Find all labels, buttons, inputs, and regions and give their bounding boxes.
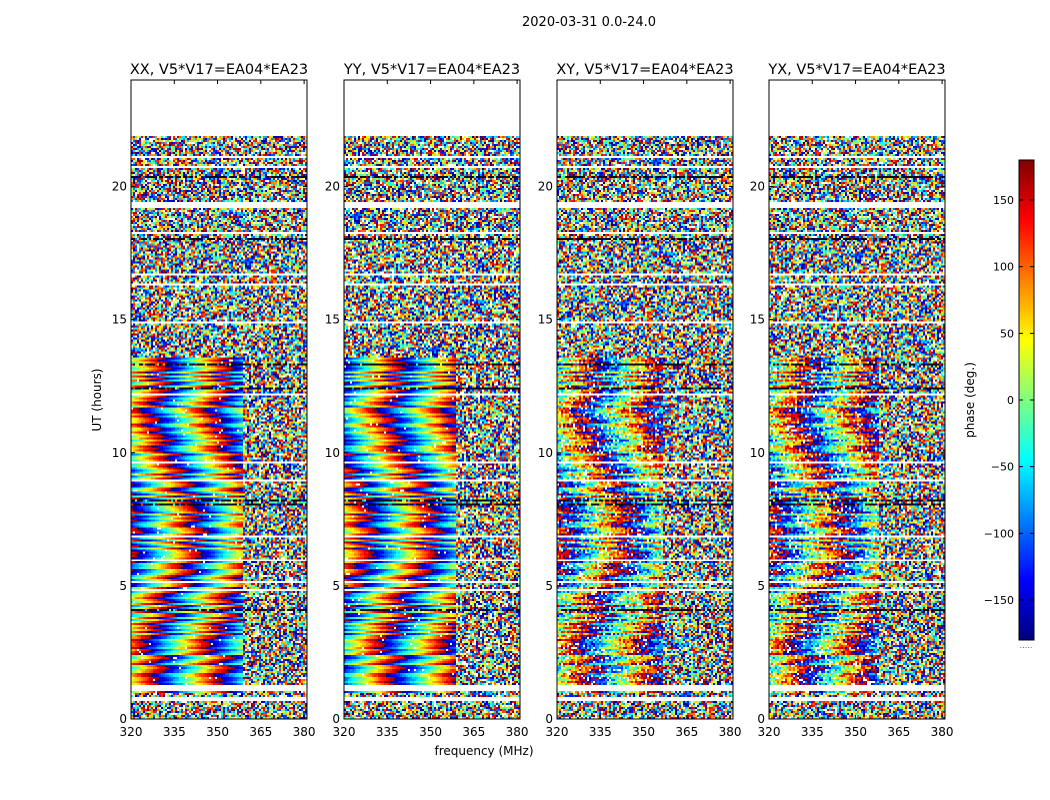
colorbar-ticks: 150 100 50 0 −50 −100 −150 [984,194,1034,607]
heatmap-raster [557,80,733,719]
y-tick-label: 15 [325,313,340,327]
x-tick-label: 380 [506,725,529,739]
y-tick-label: 20 [538,180,553,194]
panel-title: XX, V5*V17=EA04*EA23 [130,62,308,78]
panel-4: YX, V5*V17=EA04*EA23 320 335 350 365 380 0 5 10 1… [750,62,954,739]
x-tick-label: 335 [801,725,824,739]
colorbar-tick-label: 100 [993,261,1014,274]
panel-3: XY, V5*V17=EA04*EA23 320 335 350 365 380 0 5 10 1… [538,62,742,739]
x-tick-label: 380 [931,725,954,739]
y-tick-label: 5 [757,579,765,593]
panel-2: YY, V5*V17=EA04*EA23 320 335 350 365 380 0 5 10 1… [325,62,529,739]
colorbar: 150 100 50 0 −50 −100 −150 phase (deg.) ..... [963,159,1035,650]
y-tick-label: 20 [112,180,127,194]
x-tick-label: 335 [163,725,186,739]
x-tick-label: 320 [120,725,143,739]
heatmap-panels: XX, V5*V17=EA04*EA23 320 335 350 365 380 0 5 10 1… [112,62,954,739]
x-tick-label: 350 [632,725,655,739]
figure-suptitle: 2020-03-31 0.0-24.0 [522,15,656,30]
x-tick-label: 365 [887,725,910,739]
x-tick-label: 365 [675,725,698,739]
y-tick-label: 0 [757,712,765,726]
plot-frame [768,79,946,720]
x-tick-label: 365 [462,725,485,739]
heatmap-raster [769,80,945,719]
colorbar-label: phase (deg.) [963,362,977,438]
y-tick-label: 10 [750,446,765,460]
y-tick-label: 20 [750,180,765,194]
y-tick-label: 5 [332,579,340,593]
plot-frame [343,79,521,720]
y-axis-label: UT (hours) [90,368,104,431]
plot-frame [130,79,308,720]
x-tick-label: 335 [589,725,612,739]
x-tick-label: 335 [376,725,399,739]
x-tick-label: 380 [719,725,742,739]
y-tick-label: 15 [538,313,553,327]
x-tick-label: 350 [419,725,442,739]
x-tick-label: 320 [546,725,569,739]
x-tick-label: 350 [206,725,229,739]
heatmap-raster [131,80,307,719]
colorbar-dots: ..... [1020,641,1033,650]
x-tick-label: 350 [844,725,867,739]
colorbar-tick-label: −150 [984,594,1014,607]
panel-title: XY, V5*V17=EA04*EA23 [556,62,733,78]
y-tick-label: 15 [750,313,765,327]
y-tick-label: 0 [332,712,340,726]
colorbar-tick-label: −100 [984,527,1014,540]
y-tick-label: 5 [545,579,553,593]
colorbar-tick-label: −50 [991,461,1014,474]
y-tick-label: 5 [119,579,127,593]
panel-title: YX, V5*V17=EA04*EA23 [767,62,945,78]
heatmap-raster [344,80,520,719]
colorbar-tick-label: 50 [1000,327,1014,340]
x-tick-label: 320 [758,725,781,739]
y-tick-label: 10 [538,446,553,460]
y-tick-label: 10 [112,446,127,460]
x-axis-label: frequency (MHz) [434,744,533,758]
x-tick-label: 380 [293,725,316,739]
panel-title: YY, V5*V17=EA04*EA23 [343,62,520,78]
y-tick-label: 10 [325,446,340,460]
plot-frame [556,79,734,720]
y-tick-label: 15 [112,313,127,327]
colorbar-tick-label: 150 [993,194,1014,207]
y-tick-label: 20 [325,180,340,194]
x-tick-label: 320 [333,725,356,739]
colorbar-tick-label: 0 [1007,394,1014,407]
panel-1: XX, V5*V17=EA04*EA23 320 335 350 365 380 0 5 10 1… [112,62,316,739]
x-tick-label: 365 [249,725,272,739]
y-tick-label: 0 [545,712,553,726]
y-tick-label: 0 [119,712,127,726]
